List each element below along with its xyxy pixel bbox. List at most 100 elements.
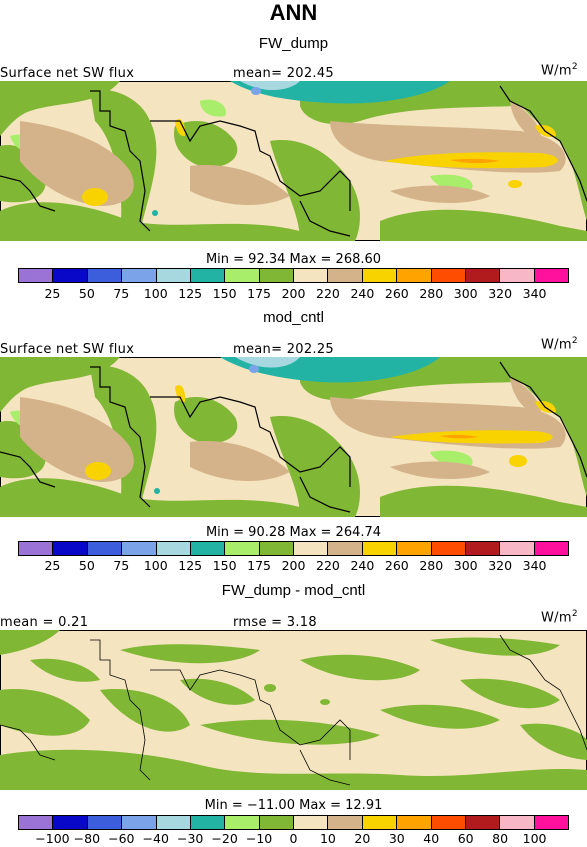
colorbar-tick-label: 80 xyxy=(492,831,509,846)
panel-3-title: FW_dump - mod_cntl xyxy=(221,582,366,599)
panel-2-units: W/m2 xyxy=(541,336,578,353)
colorbar-swatch xyxy=(500,542,535,555)
colorbar-tick-label: 280 xyxy=(419,558,444,573)
colorbar-swatch xyxy=(465,542,501,555)
colorbar-swatch xyxy=(87,542,123,555)
colorbar-tick-label: 20 xyxy=(354,831,371,846)
colorbar-tick-label: 100 xyxy=(522,831,547,846)
colorbar-tick-label: 125 xyxy=(178,286,203,301)
colorbar-swatch xyxy=(225,542,260,555)
colorbar-swatch xyxy=(534,816,568,829)
panel-2-colorbar-ticks: 25 50 75 100 125 150 175 200 220 240 260 280 300 320 3… xyxy=(0,558,587,574)
colorbar-tick-label: 260 xyxy=(384,286,409,301)
colorbar-tick-label: 300 xyxy=(453,558,478,573)
colorbar-swatch xyxy=(431,816,466,829)
colorbar-tick-label: 25 xyxy=(44,286,61,301)
colorbar-swatch xyxy=(259,269,294,282)
colorbar-swatch xyxy=(53,816,88,829)
colorbar-tick-label: 125 xyxy=(178,558,203,573)
colorbar-tick-label: 40 xyxy=(423,831,440,846)
colorbar-swatch xyxy=(362,816,398,829)
panel-2-title: mod_cntl xyxy=(263,309,324,326)
main-title: ANN xyxy=(269,0,318,25)
colorbar-swatch xyxy=(122,269,157,282)
colorbar-swatch xyxy=(156,269,191,282)
colorbar-tick-label: 25 xyxy=(44,558,61,573)
colorbar-tick-label: 340 xyxy=(522,558,547,573)
colorbar-swatch xyxy=(465,816,501,829)
panel-1-min-max: Min = 92.34 Max = 268.60 xyxy=(205,252,382,267)
colorbar-tick-label: 220 xyxy=(316,558,340,573)
colorbar-tick-label: 260 xyxy=(384,558,409,573)
colorbar-tick-label: 220 xyxy=(316,286,340,301)
panel-2-colorbar xyxy=(18,541,569,556)
colorbar-tick-label: 150 xyxy=(212,286,237,301)
colorbar-tick-label: 320 xyxy=(488,286,513,301)
panel-1-variable-label: Surface net SW flux xyxy=(0,66,135,81)
panel-1-units: W/m2 xyxy=(541,62,578,79)
colorbar-swatch xyxy=(19,269,54,282)
colorbar-swatch xyxy=(328,269,363,282)
colorbar-swatch xyxy=(190,542,226,555)
colorbar-swatch xyxy=(122,816,157,829)
colorbar-swatch xyxy=(87,269,123,282)
colorbar-tick-label: 240 xyxy=(350,286,375,301)
colorbar-tick-label: 30 xyxy=(388,831,405,846)
colorbar-swatch xyxy=(190,816,226,829)
colorbar-tick-label: 10 xyxy=(319,831,336,846)
colorbar-swatch xyxy=(465,269,501,282)
colorbar-tick-label: −100 xyxy=(35,831,70,846)
panel-3-colorbar xyxy=(18,815,569,830)
colorbar-swatch xyxy=(397,816,432,829)
panel-3-colorbar-ticks: −100 −80 −60 −40 −30 −20 −10 0 10 20 30 40 60 80 100 xyxy=(0,831,587,847)
colorbar-tick-label: 175 xyxy=(247,558,271,573)
colorbar-tick-label: −10 xyxy=(245,831,273,846)
colorbar-swatch xyxy=(259,542,294,555)
colorbar-tick-label: −20 xyxy=(211,831,238,846)
colorbar-swatch xyxy=(534,542,568,555)
colorbar-tick-label: 340 xyxy=(522,286,547,301)
colorbar-swatch xyxy=(362,269,398,282)
colorbar-tick-label: 100 xyxy=(143,558,168,573)
colorbar-swatch xyxy=(431,542,466,555)
panel-3-mean-label: mean = 0.21 xyxy=(0,615,89,630)
colorbar-swatch xyxy=(294,542,329,555)
colorbar-tick-label: 75 xyxy=(113,286,130,301)
colorbar-swatch xyxy=(19,816,54,829)
colorbar-swatch xyxy=(500,816,535,829)
colorbar-swatch xyxy=(534,269,568,282)
colorbar-tick-label: 150 xyxy=(212,558,237,573)
panel-2-mean-label: mean= 202.25 xyxy=(233,342,334,357)
colorbar-swatch xyxy=(225,269,260,282)
colorbar-swatch xyxy=(397,269,432,282)
panel-1-title: FW_dump xyxy=(258,35,329,52)
colorbar-tick-label: −80 xyxy=(73,831,101,846)
colorbar-tick-label: 200 xyxy=(281,558,306,573)
colorbar-tick-label: 200 xyxy=(281,286,306,301)
panel-1-map xyxy=(0,81,587,241)
panel-3-min-max: Min = −11.00 Max = 12.91 xyxy=(204,798,383,813)
colorbar-swatch xyxy=(122,542,157,555)
colorbar-swatch xyxy=(225,816,260,829)
colorbar-swatch xyxy=(190,269,226,282)
colorbar-swatch xyxy=(397,542,432,555)
panel-2-map xyxy=(0,357,587,517)
colorbar-swatch xyxy=(431,269,466,282)
colorbar-swatch xyxy=(53,269,88,282)
colorbar-tick-label: −60 xyxy=(108,831,135,846)
colorbar-swatch xyxy=(500,269,535,282)
colorbar-tick-label: −40 xyxy=(142,831,169,846)
colorbar-tick-label: 100 xyxy=(143,286,168,301)
colorbar-tick-label: 240 xyxy=(350,558,375,573)
colorbar-tick-label: 300 xyxy=(453,286,478,301)
colorbar-swatch xyxy=(294,816,329,829)
colorbar-swatch xyxy=(362,542,398,555)
colorbar-swatch xyxy=(156,542,191,555)
colorbar-swatch xyxy=(87,816,123,829)
colorbar-swatch xyxy=(53,542,88,555)
colorbar-swatch xyxy=(19,542,54,555)
panel-3-units: W/m2 xyxy=(541,609,578,626)
panel-3-map xyxy=(0,630,587,790)
colorbar-tick-label: 75 xyxy=(113,558,130,573)
colorbar-swatch xyxy=(328,542,363,555)
